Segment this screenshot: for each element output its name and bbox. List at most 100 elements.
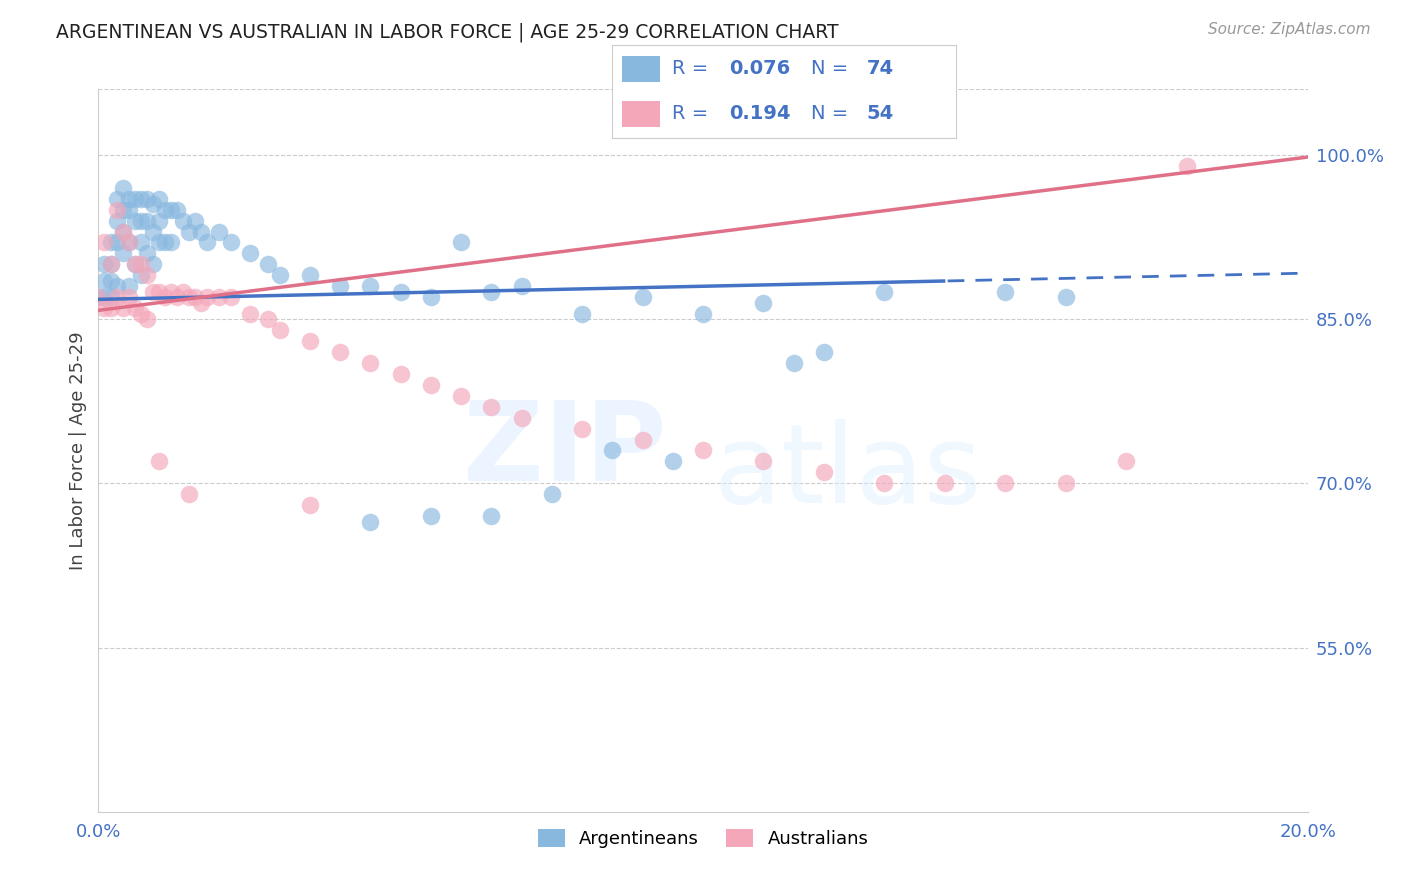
FancyBboxPatch shape: [621, 101, 659, 127]
Point: [118, 192, 141, 206]
Point: [111, 202, 134, 217]
Point: [179, 487, 201, 501]
Point: [172, 213, 194, 227]
Point: [142, 197, 165, 211]
Point: [179, 290, 201, 304]
Point: [135, 213, 157, 227]
Point: [135, 268, 157, 283]
Point: [208, 290, 231, 304]
Point: [160, 285, 183, 299]
Point: [1175, 159, 1198, 173]
Point: [602, 443, 624, 458]
Point: [100, 301, 122, 315]
Point: [571, 421, 593, 435]
Point: [752, 454, 775, 468]
Point: [160, 235, 183, 250]
Point: [450, 235, 472, 250]
Point: [692, 443, 714, 458]
Text: 74: 74: [866, 60, 894, 78]
Point: [148, 454, 170, 468]
Point: [129, 192, 152, 206]
Text: R =: R =: [672, 60, 714, 78]
Point: [269, 323, 291, 337]
Point: [124, 301, 146, 315]
Text: R =: R =: [672, 104, 714, 123]
Point: [148, 235, 170, 250]
Point: [100, 290, 122, 304]
Point: [420, 290, 443, 304]
Point: [813, 345, 835, 359]
Text: 0.194: 0.194: [728, 104, 790, 123]
Point: [93, 301, 115, 315]
Point: [124, 192, 146, 206]
Point: [118, 235, 141, 250]
Point: [1054, 476, 1077, 491]
Point: [571, 307, 593, 321]
Point: [153, 290, 176, 304]
Point: [129, 257, 152, 271]
Point: [166, 202, 188, 217]
Point: [329, 279, 352, 293]
Text: 0.076: 0.076: [728, 60, 790, 78]
Point: [256, 312, 278, 326]
Point: [420, 377, 443, 392]
Point: [631, 290, 654, 304]
Point: [87, 290, 110, 304]
Point: [360, 356, 382, 370]
Point: [190, 225, 212, 239]
Point: [299, 268, 322, 283]
Point: [105, 290, 128, 304]
Point: [510, 279, 533, 293]
Point: [93, 290, 115, 304]
Point: [299, 498, 322, 512]
Point: [153, 202, 176, 217]
Point: [118, 279, 141, 293]
Point: [93, 257, 115, 271]
Y-axis label: In Labor Force | Age 25-29: In Labor Force | Age 25-29: [69, 331, 87, 570]
Point: [389, 367, 412, 381]
Point: [111, 246, 134, 260]
Point: [1115, 454, 1137, 468]
Point: [124, 257, 146, 271]
Point: [195, 290, 218, 304]
Text: ZIP: ZIP: [464, 397, 666, 504]
Point: [142, 285, 165, 299]
Point: [299, 334, 322, 348]
Point: [135, 246, 157, 260]
Point: [481, 285, 503, 299]
Point: [184, 290, 207, 304]
Point: [994, 476, 1017, 491]
Point: [450, 389, 472, 403]
Point: [111, 180, 134, 194]
Point: [100, 257, 122, 271]
Point: [111, 225, 134, 239]
Point: [179, 225, 201, 239]
Point: [118, 290, 141, 304]
Point: [994, 285, 1017, 299]
Legend: Argentineans, Australians: Argentineans, Australians: [529, 820, 877, 857]
Point: [172, 285, 194, 299]
Point: [481, 400, 503, 414]
Point: [105, 213, 128, 227]
Text: 54: 54: [866, 104, 894, 123]
Point: [481, 509, 503, 524]
Point: [752, 295, 775, 310]
Point: [221, 235, 243, 250]
Point: [783, 356, 806, 370]
Text: N =: N =: [811, 104, 855, 123]
Point: [100, 274, 122, 288]
Point: [148, 285, 170, 299]
Point: [100, 257, 122, 271]
Point: [105, 235, 128, 250]
Point: [208, 225, 231, 239]
FancyBboxPatch shape: [621, 56, 659, 82]
Point: [873, 476, 896, 491]
Point: [813, 466, 835, 480]
Point: [239, 307, 262, 321]
Point: [142, 257, 165, 271]
Point: [360, 515, 382, 529]
Point: [510, 410, 533, 425]
Point: [190, 295, 212, 310]
Point: [329, 345, 352, 359]
Text: N =: N =: [811, 60, 855, 78]
